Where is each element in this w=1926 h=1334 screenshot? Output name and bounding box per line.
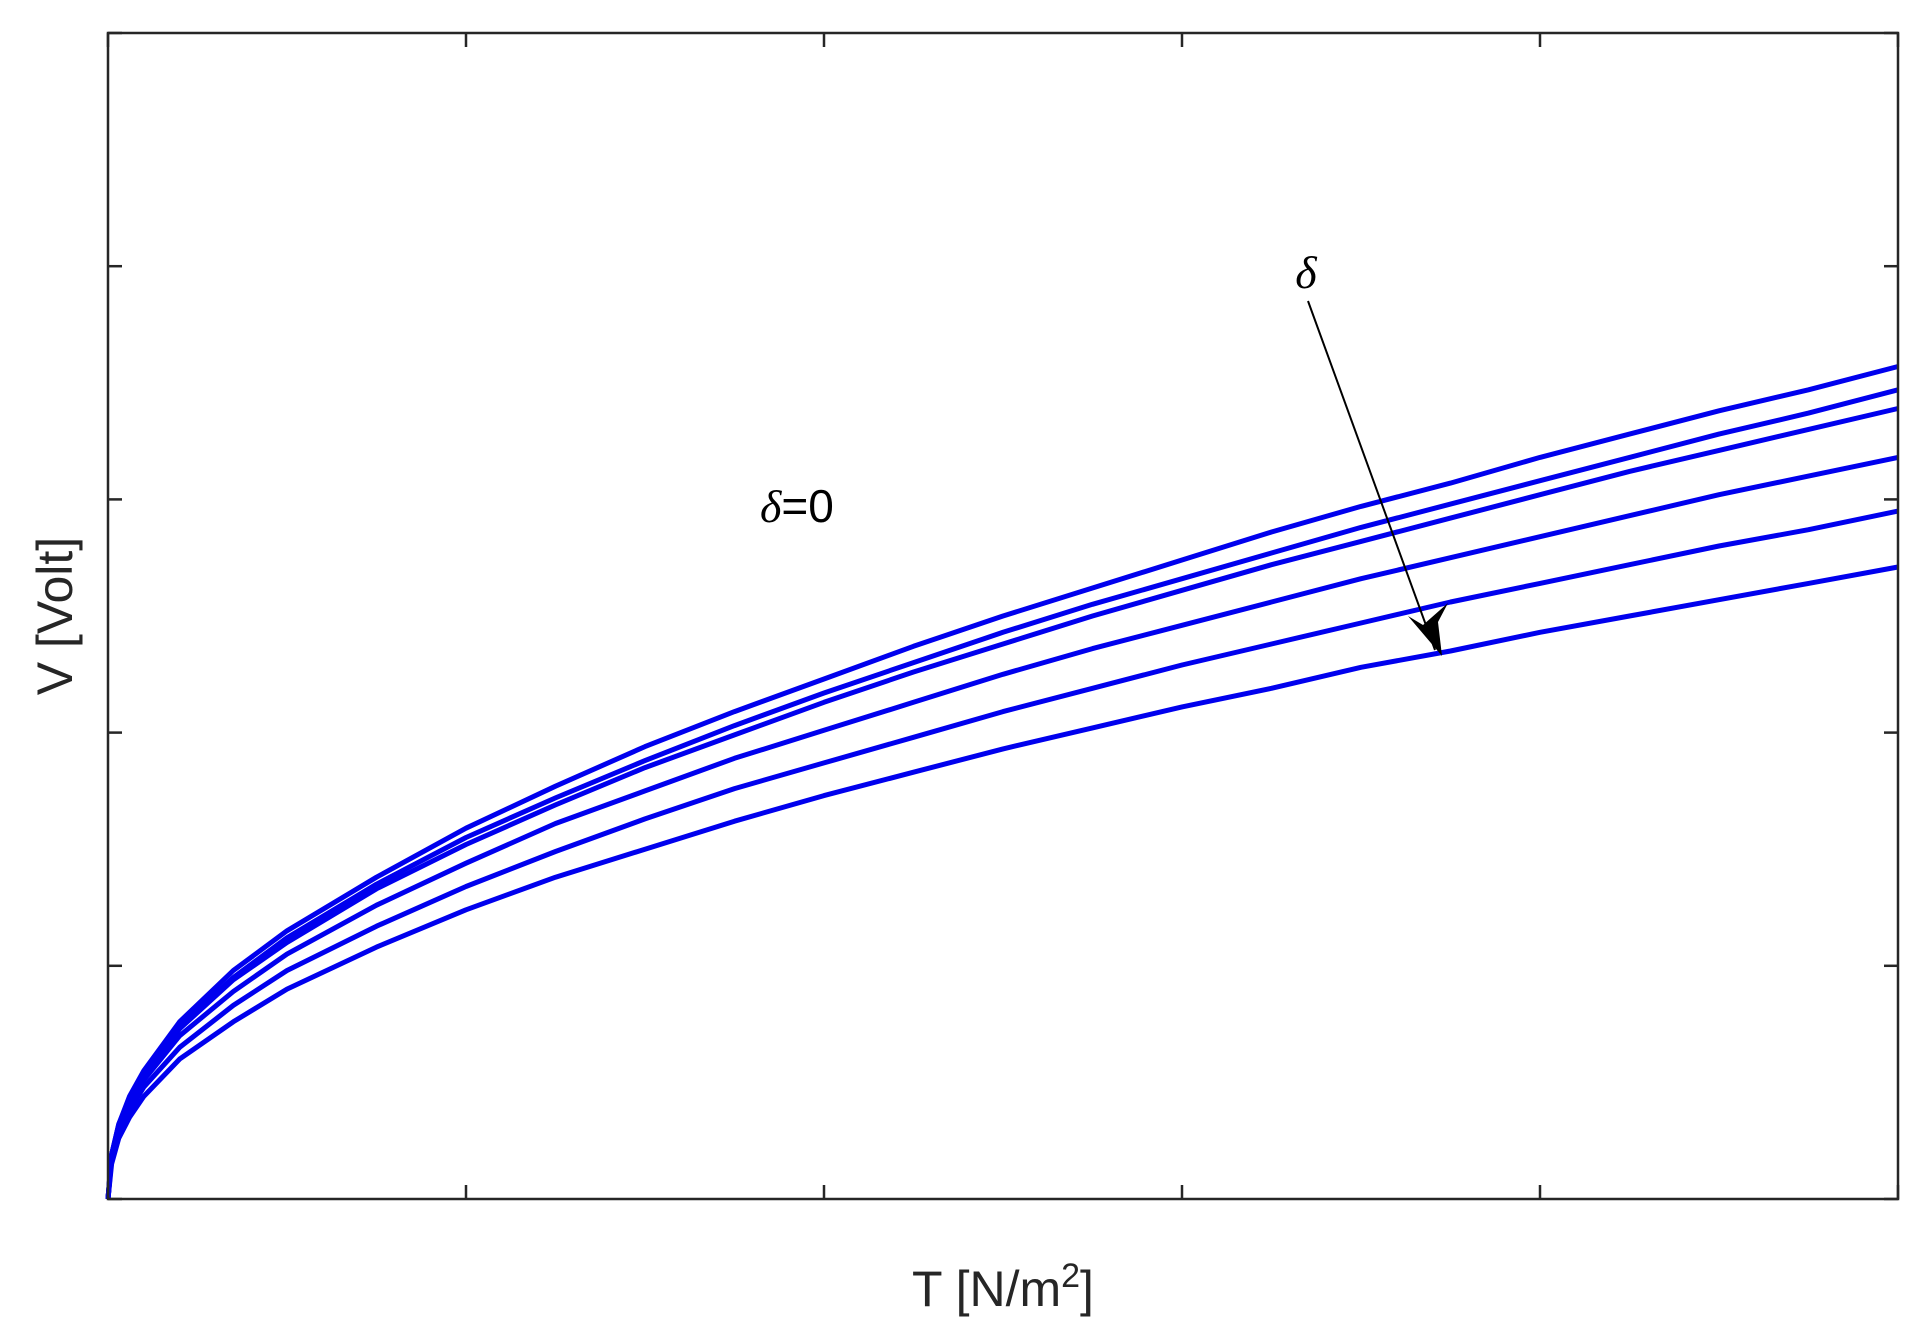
x-axis-label: T [N/m2] <box>912 1257 1094 1317</box>
delta-arrow-annotation: δ <box>1295 247 1448 656</box>
x-axis-label-end: ] <box>1080 1261 1094 1317</box>
series-group <box>105 364 1899 1200</box>
y-axis-label: V [Volt] <box>27 537 83 695</box>
series-line-6 <box>105 564 1899 1200</box>
series-line-3 <box>105 406 1899 1200</box>
delta-arrow <box>1307 300 1436 651</box>
delta-arrow-label: δ <box>1295 247 1317 298</box>
delta-zero-label: δ=0 <box>760 480 834 532</box>
arrowhead-icon <box>1408 603 1448 656</box>
series-line-5 <box>105 508 1899 1200</box>
x-axis-label-sup: 2 <box>1061 1257 1080 1295</box>
series-line-4 <box>105 454 1899 1200</box>
axes-box <box>106 31 1900 1201</box>
delta-zero-symbol: δ <box>760 481 782 532</box>
delta-zero-rest: =0 <box>781 480 833 532</box>
x-axis-label-main: T [N/m <box>912 1261 1061 1317</box>
